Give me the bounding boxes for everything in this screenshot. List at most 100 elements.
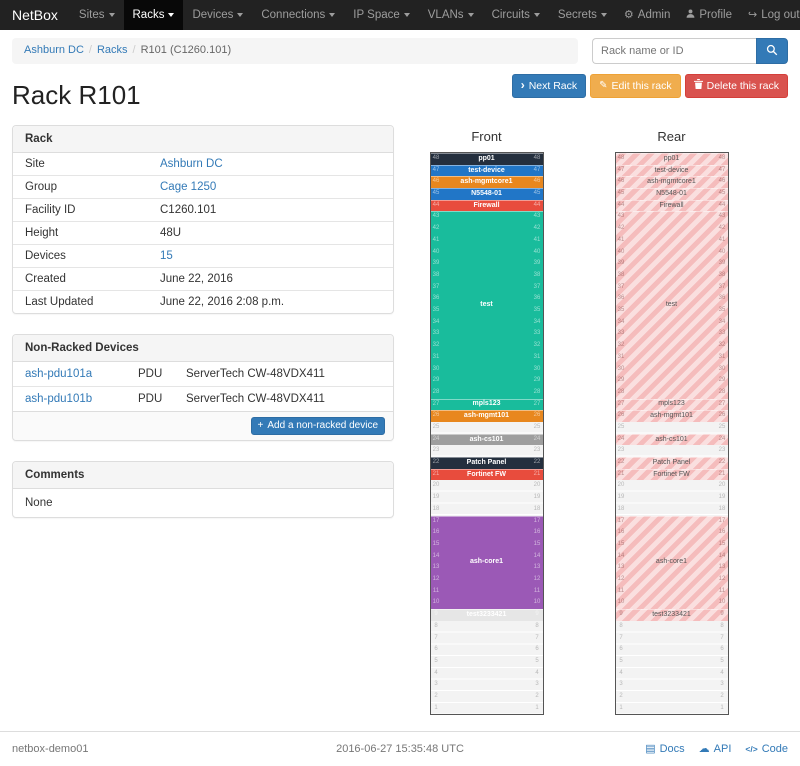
log-out-menu[interactable]: ↪ Log out <box>740 0 800 30</box>
nonracked-panel: Non-Racked Devices ash-pdu101a PDU ServerT… <box>12 334 394 441</box>
rack-device-pp01[interactable]: 48 48 pp01 <box>615 153 728 165</box>
nav-item-circuits[interactable]: Circuits <box>483 0 549 30</box>
rack-device-patch-panel[interactable]: 22 22 Patch Panel <box>615 457 728 469</box>
rack-device-patch-panel[interactable]: 22 22 Patch Panel <box>430 457 543 469</box>
unit-number: 40 <box>432 248 440 255</box>
breadcrumb-item-ashburn-dc[interactable]: Ashburn DC <box>24 44 84 56</box>
attr-row-group: Group Cage 1250 <box>13 175 393 198</box>
footer-link-label: Code <box>761 743 788 756</box>
unit-number: 13 <box>718 564 726 571</box>
device-label: Fortinet FW <box>467 470 506 478</box>
rack-device-test-device[interactable]: 47 47 test-device <box>430 164 543 177</box>
unit-number: 43 <box>718 213 726 220</box>
rack-device-test[interactable]: 43 43 42 42 41 41 40 40 39 39 38 38 37 37 36 36 35 35 34 34… <box>615 211 728 399</box>
device-role: PDU <box>138 368 163 380</box>
rack-device-ash-mgmt101[interactable]: 26 26 ash-mgmt101 <box>615 410 728 422</box>
rack-device-ash-cs101[interactable]: 24 24 ash-cs101 <box>615 433 728 446</box>
unit-number: 36 <box>718 295 726 302</box>
next-rack-button[interactable]: › Next Rack <box>511 74 587 98</box>
attr-value[interactable]: 15 <box>160 250 173 262</box>
unit-number: 38 <box>718 271 726 278</box>
unit-number: 33 <box>432 330 440 337</box>
unit-number: 44 <box>533 201 541 208</box>
rack-device-mpls123[interactable]: 27 27 mpls123 <box>430 398 543 411</box>
unit-number: 31 <box>432 353 440 360</box>
comments-panel: Comments None <box>12 461 394 518</box>
rack-device-ash-core1[interactable]: 17 17 16 16 15 15 14 14 13 13 12 12 11 11 10 10 ash-core… <box>430 515 543 610</box>
rack-device-firewall[interactable]: 44 44 Firewall <box>430 199 543 212</box>
unit-number: 41 <box>617 236 625 243</box>
brand-logo[interactable]: NetBox <box>12 7 58 23</box>
unit-number: 42 <box>533 225 541 232</box>
logout-icon: ↪ <box>748 9 758 21</box>
rack-device-n5548-01[interactable]: 45 45 N5548-01 <box>430 188 543 200</box>
device-label: ash-mgmt101 <box>463 412 510 420</box>
attr-label: Site <box>25 158 45 170</box>
unit-number: 48 <box>617 155 625 161</box>
rack-device-test3233421[interactable]: 9 9 test3233421 <box>615 609 728 621</box>
nav-item-vlans[interactable]: VLANs <box>419 0 483 30</box>
rack-unit-empty: 8 8 7 7 6 6 5 5 4 4 3 3 2 2 1 1 <box>430 620 543 715</box>
search-input[interactable] <box>592 38 756 64</box>
device-label: mpls123 <box>658 400 685 408</box>
device-label: mpls123 <box>472 400 501 408</box>
unit-number: 5 <box>535 657 539 664</box>
unit-number: 40 <box>718 248 726 255</box>
delete-rack-button[interactable]: Delete this rack <box>684 74 788 98</box>
code-link[interactable]: </> Code <box>745 743 788 755</box>
unit-number: 18 <box>617 505 625 512</box>
unit-number: 19 <box>533 494 541 501</box>
unit-number: 39 <box>718 260 726 267</box>
unit-number: 4 <box>535 669 539 676</box>
unit-number: 10 <box>617 599 625 606</box>
nav-item-sites[interactable]: Sites <box>70 0 124 30</box>
device-label: ash-core1 <box>469 558 504 566</box>
attr-label: Facility ID <box>25 204 76 216</box>
unit-number: 20 <box>432 482 440 489</box>
profile-menu[interactable]: Profile <box>678 0 740 30</box>
rack-device-n5548-01[interactable]: 45 45 N5548-01 <box>615 188 728 200</box>
actions-row: › Next Rack ✎ Edit this rack Delete this… <box>511 74 788 98</box>
nav-item-racks[interactable]: Racks <box>123 0 184 30</box>
rack-device-ash-cs101[interactable]: 24 24 ash-cs101 <box>430 433 543 446</box>
unit-number: 45 <box>718 190 726 197</box>
unit-number: 47 <box>533 166 541 173</box>
edit-rack-button[interactable]: ✎ Edit this rack <box>590 74 681 98</box>
add-nonracked-device-button[interactable]: + Add a non-racked device <box>250 417 385 435</box>
rack-device-test-device[interactable]: 47 47 test-device <box>615 164 728 177</box>
rack-device-ash-core1[interactable]: 17 17 16 16 15 15 14 14 13 13 12 12 11 11 10 10 ash-core… <box>615 515 728 610</box>
admin-menu[interactable]: ⚙ Admin <box>616 0 678 30</box>
device-name-link[interactable]: ash-pdu101a <box>25 368 93 380</box>
docs-link[interactable]: ▤ Docs <box>645 743 684 755</box>
unit-number: 13 <box>533 564 541 571</box>
nav-item-devices[interactable]: Devices <box>183 0 252 30</box>
attr-value[interactable]: Cage 1250 <box>160 181 217 193</box>
nav-item-connections[interactable]: Connections <box>252 0 344 30</box>
nav-item-secrets[interactable]: Secrets <box>549 0 616 30</box>
rack-device-firewall[interactable]: 44 44 Firewall <box>615 199 728 212</box>
rack-device-pp01[interactable]: 48 48 pp01 <box>430 153 543 165</box>
rack-device-ash-mgmt101[interactable]: 26 26 ash-mgmt101 <box>430 410 543 422</box>
unit-number: 35 <box>432 307 440 314</box>
breadcrumb-item-racks[interactable]: Racks <box>96 44 128 56</box>
breadcrumb-item-r101-c1260-101-: R101 (C1260.101) <box>140 44 232 56</box>
rack-device-mpls123[interactable]: 27 27 mpls123 <box>615 398 728 411</box>
device-label: ash-mgmtcore1 <box>460 178 513 186</box>
rack-device-test[interactable]: 43 43 42 42 41 41 40 40 39 39 38 38 37 37 36 36 35 35 34 34… <box>430 211 543 399</box>
unit-number: 47 <box>718 166 726 173</box>
unit-number: 31 <box>718 353 726 360</box>
rack-device-test3233421[interactable]: 9 9 test3233421 <box>430 609 543 621</box>
search-button[interactable] <box>756 38 788 64</box>
unit-number: 16 <box>432 529 440 536</box>
rack-device-ash-mgmtcore1[interactable]: 46 46 ash-mgmtcore1 <box>430 176 543 189</box>
nav-item-ip-space[interactable]: IP Space <box>344 0 418 30</box>
unit-number: 26 <box>718 412 726 419</box>
rack-device-fortinet-fw[interactable]: 21 21 Fortinet FW <box>615 468 728 481</box>
rack-device-fortinet-fw[interactable]: 21 21 Fortinet FW <box>430 468 543 481</box>
attr-value[interactable]: Ashburn DC <box>160 158 223 170</box>
device-name-link[interactable]: ash-pdu101b <box>25 393 93 405</box>
api-link[interactable]: ☁ API <box>699 743 732 755</box>
nav-item-label: Circuits <box>491 9 530 21</box>
rack-device-ash-mgmtcore1[interactable]: 46 46 ash-mgmtcore1 <box>615 176 728 189</box>
unit-number: 22 <box>533 459 541 466</box>
